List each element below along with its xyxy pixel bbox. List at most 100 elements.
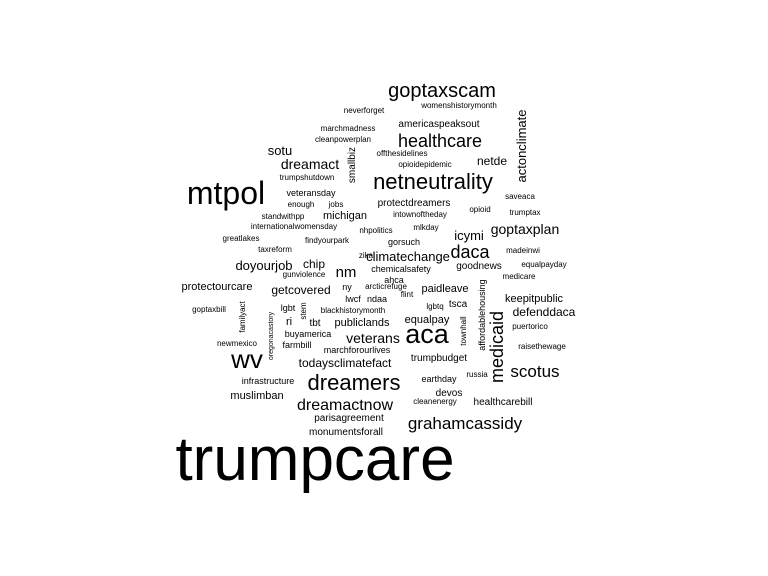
word-womenshistorymonth: womenshistorymonth bbox=[420, 101, 497, 110]
word-tsca: tsca bbox=[449, 299, 468, 310]
word-madeinwi: madeinwi bbox=[506, 246, 540, 255]
word-todaysclimatefact: todaysclimatefact bbox=[299, 356, 392, 370]
word-daca: daca bbox=[450, 242, 490, 262]
word-michigan: michigan bbox=[323, 210, 367, 222]
word-goodnews: goodnews bbox=[456, 261, 502, 272]
word-ny: ny bbox=[342, 282, 352, 292]
word-taxreform: taxreform bbox=[258, 245, 292, 254]
word-aca: aca bbox=[405, 319, 450, 349]
word-lgbtq: lgbtq bbox=[426, 302, 443, 311]
word-earthday: earthday bbox=[421, 374, 457, 384]
word-paidleave: paidleave bbox=[421, 283, 468, 295]
word-opioid: opioid bbox=[469, 205, 490, 214]
word-goptaxplan: goptaxplan bbox=[491, 221, 560, 237]
word-blackhistorymonth: blackhistorymonth bbox=[321, 306, 385, 315]
word-climatechange: climatechange bbox=[366, 249, 450, 264]
word-parisagreement: parisagreement bbox=[314, 413, 384, 424]
word-healthcarebill: healthcarebill bbox=[474, 397, 533, 408]
word-ndaa: ndaa bbox=[367, 294, 387, 304]
word-findyourpark: findyourpark bbox=[305, 236, 350, 245]
word-doyourjob: doyourjob bbox=[235, 258, 292, 273]
word-lgbt: lgbt bbox=[281, 303, 296, 313]
word-gorsuch: gorsuch bbox=[388, 237, 420, 247]
word-neverforget: neverforget bbox=[344, 106, 385, 115]
word-intownoftheday: intownoftheday bbox=[393, 210, 447, 219]
word-medicaid: medicaid bbox=[487, 311, 507, 383]
word-infrastructure: infrastructure bbox=[242, 376, 295, 386]
word-equalpay: equalpay bbox=[405, 314, 450, 326]
word-arcticrefuge: arcticrefuge bbox=[365, 282, 407, 291]
word-equalpayday: equalpayday bbox=[521, 260, 566, 269]
word-opioidepidemic: opioidepidemic bbox=[398, 160, 451, 169]
word-muslimban: muslimban bbox=[230, 390, 283, 402]
word-puertorico: puertorico bbox=[512, 322, 548, 331]
word-trumpbudget: trumpbudget bbox=[411, 353, 467, 364]
word-farmbill: farmbill bbox=[282, 340, 311, 350]
word-oregonacastory: oregonacastory bbox=[268, 311, 275, 360]
word-getcovered: getcovered bbox=[271, 283, 330, 297]
word-lwcf: lwcf bbox=[345, 294, 361, 304]
word-affordablehousing: affordablehousing bbox=[477, 279, 487, 350]
word-monumentsforall: monumentsforall bbox=[309, 427, 383, 438]
word-chip: chip bbox=[303, 257, 325, 271]
word-keepitpublic: keepitpublic bbox=[505, 293, 564, 305]
word-scotus: scotus bbox=[510, 362, 559, 381]
word-dreamers: dreamers bbox=[308, 370, 401, 395]
word-stem: stem bbox=[299, 302, 308, 320]
word-gunviolence: gunviolence bbox=[283, 270, 326, 279]
word-saveaca: saveaca bbox=[505, 192, 535, 201]
word-nhpolitics: nhpolitics bbox=[359, 226, 392, 235]
word-ahca: ahca bbox=[384, 275, 404, 285]
word-enough: enough bbox=[288, 200, 315, 209]
word-newmexico: newmexico bbox=[217, 339, 258, 348]
word-chemicalsafety: chemicalsafety bbox=[371, 264, 431, 274]
word-internationalwomensday: internationalwomensday bbox=[251, 222, 337, 231]
word-grahamcassidy: grahamcassidy bbox=[408, 414, 523, 433]
word-trumpcare: trumpcare bbox=[175, 425, 454, 494]
word-mlkday: mlkday bbox=[413, 223, 438, 232]
word-raisethewage: raisethewage bbox=[518, 342, 566, 351]
word-sotu: sotu bbox=[268, 143, 293, 158]
word-cleanpowerplan: cleanpowerplan bbox=[315, 135, 371, 144]
word-smallbiz: smallbiz bbox=[347, 147, 358, 183]
word-standwithpp: standwithpp bbox=[262, 212, 305, 221]
word-goptaxbill: goptaxbill bbox=[192, 305, 226, 314]
word-greatlakes: greatlakes bbox=[223, 234, 260, 243]
word-actonclimate: actonclimate bbox=[514, 110, 529, 183]
word-netde: netde bbox=[477, 154, 507, 168]
word-familyact: familyact bbox=[238, 300, 247, 332]
word-medicare: medicare bbox=[503, 272, 536, 281]
word-veteransday: veteransday bbox=[286, 188, 336, 198]
word-buyamerica: buyamerica bbox=[285, 329, 332, 339]
word-dreamact: dreamact bbox=[281, 156, 339, 172]
word-publiclands: publiclands bbox=[334, 317, 390, 329]
word-marchmadness: marchmadness bbox=[321, 124, 376, 133]
word-dreamactnow: dreamactnow bbox=[297, 397, 393, 414]
word-healthcare: healthcare bbox=[398, 131, 482, 151]
word-tbt: tbt bbox=[309, 318, 320, 329]
word-protectourcare: protectourcare bbox=[182, 281, 253, 293]
word-netneutrality: netneutrality bbox=[373, 169, 493, 194]
word-icymi: icymi bbox=[454, 228, 484, 243]
word-nm: nm bbox=[336, 264, 357, 281]
word-defenddaca: defenddaca bbox=[513, 305, 576, 319]
word-goptaxscam: goptaxscam bbox=[388, 80, 496, 102]
word-jobs: jobs bbox=[328, 200, 344, 209]
word-veterans: veterans bbox=[346, 330, 400, 346]
word-cleanenergy: cleanenergy bbox=[413, 397, 457, 406]
word-flint: flint bbox=[401, 290, 414, 299]
word-russia: russia bbox=[466, 370, 488, 379]
word-trumptax: trumptax bbox=[509, 208, 540, 217]
word-mtpol: mtpol bbox=[187, 175, 265, 211]
word-townhall: townhall bbox=[459, 316, 468, 346]
word-americaspeaksout: americaspeaksout bbox=[398, 119, 479, 130]
word-protectdreamers: protectdreamers bbox=[378, 198, 451, 209]
word-trumpshutdown: trumpshutdown bbox=[280, 173, 335, 182]
word-devos: devos bbox=[436, 388, 463, 399]
word-wv: wv bbox=[230, 344, 263, 374]
word-offthesidelines: offthesidelines bbox=[377, 149, 428, 158]
word-marchforourlives: marchforourlives bbox=[324, 345, 391, 355]
word-ri: ri bbox=[286, 316, 292, 328]
word-zika: zika bbox=[359, 251, 374, 260]
